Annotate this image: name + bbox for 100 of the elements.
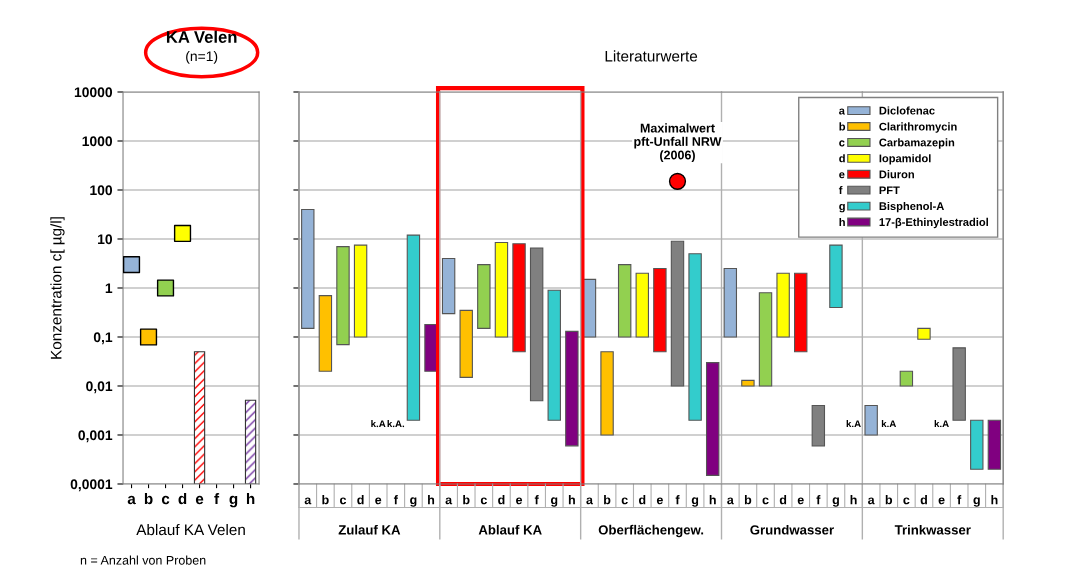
text: Ablauf KA <box>478 524 542 535</box>
legend-label: Diuron <box>879 170 914 179</box>
x-tick-label: g <box>832 497 839 507</box>
x-tick-label: h <box>428 495 435 505</box>
bar <box>741 379 755 387</box>
bar <box>688 253 702 421</box>
x-tick-label: d <box>638 495 646 505</box>
annotation: Maximalwert pft-Unfall NRW (2006) <box>634 123 722 162</box>
x-tick-label: d <box>920 495 927 505</box>
x-tick-label: f <box>675 495 680 505</box>
x-tick-label: b <box>144 493 153 505</box>
bar <box>829 244 843 309</box>
legend-label: Iopamidol <box>879 154 931 165</box>
category-label: a <box>839 108 845 115</box>
bar <box>512 243 526 353</box>
x-tick-label: g <box>229 495 238 508</box>
x-tick-label: h <box>246 493 255 505</box>
bar <box>565 330 579 447</box>
x-tick-label: d <box>357 495 364 505</box>
x-tick-label: a <box>586 497 594 505</box>
x-tick-label: c <box>161 495 170 505</box>
x-axis-title: Ablauf KA Velen <box>136 523 245 536</box>
x-tick-label: b <box>604 495 611 505</box>
x-tick-label: e <box>375 497 382 505</box>
text: n = Anzahl von Proben <box>80 555 206 565</box>
x-tick-label: c <box>340 497 347 505</box>
x-tick-label: f <box>957 495 962 505</box>
legend-label: 17-β-Ethinylestradiol <box>879 217 988 229</box>
text: k.A <box>934 420 949 428</box>
chart-title: KA Velen <box>166 30 237 43</box>
category-label: g <box>839 203 845 213</box>
legend-label: Diclofenac <box>879 106 935 115</box>
x-tick-label: d <box>178 493 187 505</box>
bar <box>899 370 914 387</box>
x-tick-label: h <box>991 495 998 505</box>
legend-label: PFT <box>879 186 900 195</box>
x-tick-label: a <box>127 495 136 505</box>
bar <box>301 208 315 329</box>
bar <box>794 272 808 353</box>
category-label: b <box>839 122 846 131</box>
text: Oberflächengew. <box>598 524 704 538</box>
x-tick-label: e <box>938 497 945 505</box>
x-tick-label: e <box>797 497 804 505</box>
bar <box>617 264 632 338</box>
x-tick-label: c <box>480 497 487 505</box>
x-tick-label: a <box>868 497 875 505</box>
x-tick-label: b <box>744 495 752 505</box>
x-tick-label: c <box>621 497 628 505</box>
point <box>139 328 158 346</box>
x-tick-label: f <box>393 495 398 505</box>
category-label: c <box>839 140 845 147</box>
x-tick-label: h <box>568 495 575 505</box>
x-tick-label: g <box>691 497 699 507</box>
bar <box>811 404 826 447</box>
bar <box>529 247 544 402</box>
text: k.A <box>881 420 897 428</box>
chart-title: Literaturwerte <box>605 50 698 62</box>
legend-label: Carbamazepin <box>879 138 955 149</box>
point <box>123 256 141 274</box>
x-tick-label: g <box>550 497 558 507</box>
bar <box>758 292 773 387</box>
x-tick-label: h <box>850 495 857 505</box>
x-tick-label: d <box>779 495 787 505</box>
x-tick-label: b <box>885 495 893 505</box>
x-tick-label: b <box>463 495 470 505</box>
x-tick-label: e <box>195 495 204 505</box>
legend-label: Clarithromycin <box>879 122 957 133</box>
bar <box>864 404 878 436</box>
bar <box>494 241 509 338</box>
bar <box>670 240 685 387</box>
text: Zulauf KA <box>338 524 401 535</box>
bar <box>441 257 456 315</box>
point <box>156 279 175 297</box>
x-tick-label: g <box>410 497 417 507</box>
x-tick-label: f <box>816 495 821 505</box>
y-tick-label: 1 <box>105 283 113 294</box>
category-label: d <box>839 154 845 163</box>
bar <box>459 309 473 378</box>
x-tick-label: d <box>498 495 505 505</box>
y-tick-label: 0,0001 <box>70 479 113 492</box>
text: Trinkwasser <box>894 524 971 535</box>
bar <box>705 362 720 476</box>
x-tick-label: a <box>304 497 312 505</box>
y-axis-title: Konzentration c[ µg/l] <box>50 217 65 359</box>
text: k.A. <box>387 420 405 428</box>
bar <box>477 264 491 329</box>
x-tick-label: e <box>516 497 523 505</box>
bar <box>723 267 738 338</box>
x-tick-label: h <box>709 495 716 505</box>
category-label: h <box>839 217 845 226</box>
x-tick-label: a <box>727 497 734 505</box>
chart-subtitle: (n=1) <box>186 50 218 64</box>
bar <box>970 419 984 470</box>
text: k.A <box>371 420 386 428</box>
bar <box>547 289 561 421</box>
category-label: f <box>838 186 843 195</box>
x-tick-label: g <box>973 497 980 507</box>
y-tick-label: 1000 <box>82 136 113 147</box>
y-tick-label: 0,1 <box>93 332 113 345</box>
y-tick-label: 0,001 <box>78 430 113 443</box>
